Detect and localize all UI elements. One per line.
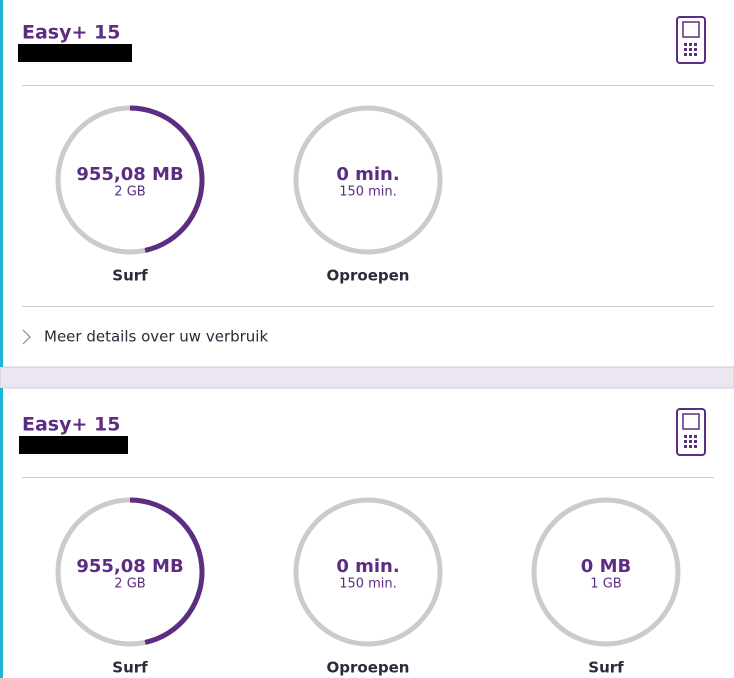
gauge-name: Surf bbox=[112, 659, 148, 677]
phone-icon bbox=[676, 408, 706, 456]
phone-key bbox=[689, 48, 692, 51]
chevron bbox=[22, 329, 31, 345]
gauge-limit: 150 min. bbox=[339, 577, 397, 592]
gauge-value: 0 MB bbox=[581, 556, 631, 577]
gauge-track bbox=[293, 497, 443, 647]
phone-key bbox=[689, 440, 692, 443]
gauge-limit: 150 min. bbox=[339, 185, 397, 200]
phone-key bbox=[694, 53, 697, 56]
gauge-track bbox=[531, 497, 681, 647]
gauge-value: 0 min. bbox=[336, 164, 399, 185]
gauge-limit: 2 GB bbox=[114, 185, 145, 200]
phone-key bbox=[684, 53, 687, 56]
phone-key bbox=[694, 445, 697, 448]
gauge-name: Oproepen bbox=[327, 267, 410, 285]
gauge-arc bbox=[129, 497, 205, 645]
phone-key bbox=[689, 53, 692, 56]
gauge-limit: 2 GB bbox=[114, 577, 145, 592]
phone-key bbox=[684, 48, 687, 51]
plan-title: Easy+ 15 bbox=[22, 414, 120, 436]
phone-screen bbox=[682, 413, 700, 430]
phone-key bbox=[684, 440, 687, 443]
phone-key bbox=[689, 435, 692, 438]
phone-key bbox=[694, 43, 697, 46]
phone-key bbox=[684, 43, 687, 46]
phone-key bbox=[694, 48, 697, 51]
phone-key bbox=[694, 435, 697, 438]
gauge-arc bbox=[129, 105, 205, 253]
plan-title: Easy+ 15 bbox=[22, 22, 120, 44]
gauge-value: 955,08 MB bbox=[76, 164, 183, 185]
gauge-limit: 1 GB bbox=[590, 577, 621, 592]
separator-band bbox=[0, 366, 734, 389]
gauge-value: 955,08 MB bbox=[76, 556, 183, 577]
phone-key bbox=[689, 445, 692, 448]
phone-key bbox=[684, 435, 687, 438]
gauge-track bbox=[293, 105, 443, 255]
card-accent bbox=[0, 0, 3, 367]
phone-key bbox=[694, 440, 697, 443]
redacted bbox=[19, 436, 128, 454]
gauge-name: Surf bbox=[588, 659, 624, 677]
phone-key bbox=[684, 445, 687, 448]
phone-icon bbox=[676, 16, 706, 64]
phone-key bbox=[689, 43, 692, 46]
gauge-name: Surf bbox=[112, 267, 148, 285]
phone-screen bbox=[682, 21, 700, 38]
details-link[interactable]: Meer details over uw verbruik bbox=[44, 328, 268, 346]
redacted bbox=[18, 44, 132, 62]
gauge-value: 0 min. bbox=[336, 556, 399, 577]
card-accent bbox=[0, 388, 3, 678]
gauge-name: Oproepen bbox=[327, 659, 410, 677]
